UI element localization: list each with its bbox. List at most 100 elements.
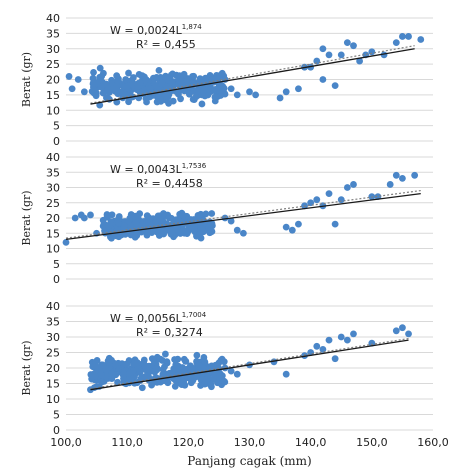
data-point	[141, 76, 149, 84]
data-point	[399, 324, 406, 332]
data-point	[155, 232, 163, 239]
r-squared-label: R² = 0,3274	[136, 326, 203, 339]
data-point	[80, 214, 88, 222]
data-point	[157, 226, 164, 234]
data-point	[164, 93, 172, 101]
data-point	[105, 358, 113, 366]
data-point	[113, 72, 121, 80]
data-point	[184, 374, 192, 382]
y-tick-label: 15	[46, 89, 60, 102]
data-point	[200, 86, 207, 94]
data-point	[133, 213, 141, 221]
data-point	[313, 196, 321, 204]
data-point	[87, 211, 94, 219]
data-point	[153, 364, 161, 372]
data-point	[195, 361, 203, 369]
regression-equation: W = 0,0024L1,874	[110, 23, 202, 37]
y-tick-label: 5	[53, 120, 60, 133]
data-point	[165, 83, 173, 91]
data-point	[301, 352, 308, 359]
y-tick-label: 20	[46, 212, 60, 225]
data-point	[155, 66, 163, 74]
data-point	[90, 85, 98, 93]
data-point	[331, 355, 339, 363]
data-point	[343, 184, 351, 191]
data-point	[150, 357, 158, 364]
data-point	[180, 226, 188, 234]
data-point	[203, 376, 210, 384]
data-point	[227, 85, 235, 93]
data-point	[276, 94, 284, 102]
x-tick-label: 140,0	[295, 436, 327, 449]
data-point	[319, 45, 327, 53]
data-point	[399, 33, 406, 40]
y-tick-label: 10	[46, 393, 60, 406]
data-point	[331, 220, 339, 228]
data-point	[108, 76, 115, 84]
equation-exponent: 1,7536	[182, 162, 207, 170]
y-tick-label: 0	[53, 273, 60, 286]
data-point	[218, 69, 226, 77]
data-point	[108, 370, 116, 377]
data-point	[165, 214, 173, 222]
data-point	[89, 80, 97, 88]
data-point	[143, 231, 151, 239]
data-point	[399, 174, 406, 182]
data-point	[160, 210, 167, 217]
data-point	[180, 71, 187, 79]
y-tick-label: 25	[46, 197, 60, 210]
data-point	[146, 85, 154, 92]
data-point	[337, 196, 345, 204]
data-point	[211, 93, 219, 101]
data-point	[123, 360, 131, 368]
y-tick-label: 30	[46, 182, 60, 195]
trend-line	[65, 192, 421, 240]
x-tick-label: 160,0	[417, 436, 449, 449]
data-point	[99, 89, 107, 97]
data-point	[104, 212, 112, 220]
chart-panel-3: 0 5 10 15 20 25 30 35 40 Berat (gr) W = 0,0056L1,7…	[20, 300, 449, 468]
data-point	[89, 74, 97, 82]
data-point	[103, 94, 110, 102]
data-point	[368, 48, 376, 56]
data-point	[215, 81, 223, 89]
y-axis-label: Berat (gr)	[20, 52, 33, 107]
x-axis-label: Panjang cagak (mm)	[187, 454, 311, 468]
equation-exponent: 1,7004	[182, 311, 207, 319]
data-point	[134, 83, 141, 91]
data-point	[325, 190, 333, 198]
data-point	[182, 357, 189, 365]
data-point	[227, 367, 235, 375]
y-tick-label: 40	[46, 300, 60, 313]
y-tick-label: 35	[46, 27, 60, 40]
data-point	[169, 97, 177, 105]
data-point	[227, 217, 235, 225]
data-point	[98, 83, 105, 91]
power-fit-line	[90, 45, 415, 104]
power-fit-line	[90, 337, 409, 390]
data-point	[202, 210, 210, 218]
data-point	[93, 363, 101, 371]
data-point	[100, 221, 108, 229]
data-point	[171, 356, 178, 363]
data-point	[161, 363, 168, 371]
data-point	[246, 88, 253, 96]
data-point	[392, 171, 400, 179]
data-point	[295, 220, 302, 228]
y-tick-label: 15	[46, 378, 60, 391]
data-point	[74, 76, 82, 83]
equation-base: W = 0,0024L	[110, 24, 183, 37]
data-point	[96, 75, 104, 83]
data-point	[100, 69, 107, 77]
data-point	[90, 68, 97, 76]
y-axis-label: Berat (gr)	[20, 190, 33, 245]
data-point	[162, 72, 169, 80]
data-point	[96, 64, 104, 72]
data-point	[221, 378, 229, 386]
r-squared-label: R² = 0,455	[136, 38, 196, 51]
data-point	[201, 358, 209, 366]
y-tick-label: 25	[46, 347, 60, 360]
data-point	[343, 336, 351, 344]
data-point	[205, 223, 213, 231]
